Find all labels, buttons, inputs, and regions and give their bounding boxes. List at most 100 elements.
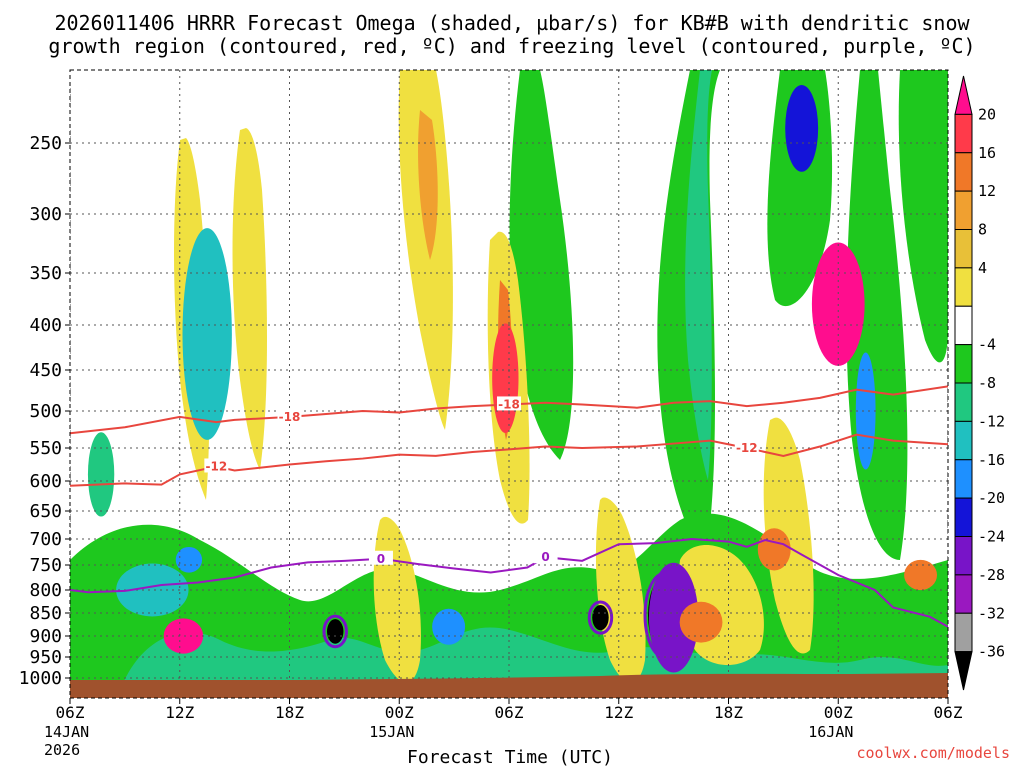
omega-blob-8 [592,604,609,631]
legend-swatch-4 [954,229,973,269]
x-tick-sub2-0: 2026 [44,741,80,759]
contour-label-bg-freezing-level-1 [533,549,558,564]
contour-label-bg-dendritic-lower-0 [204,458,229,473]
y-tick-label-500: 500 [29,401,62,422]
x-tick-label-6: 12Z [165,703,194,722]
contour-label-bg-freezing-level-0 [368,550,393,565]
contour-label-bg-dendritic-upper-0 [277,408,302,423]
omega-blob-2 [182,228,232,440]
x-tick-label-30: 12Z [604,703,633,722]
omega-blob-11 [679,601,723,643]
legend-label-7: -12 [978,412,1005,430]
legend-label-4: 4 [978,259,987,277]
contour-label-dendritic-lower-1: -12 [736,441,758,455]
legend-label-6: -8 [978,374,996,392]
omega-column-yellow-7 [595,497,646,683]
y-tick-label-450: 450 [29,360,62,381]
contour-label-freezing-level-0: 0 [377,552,385,566]
y-tick-label-900: 900 [29,626,62,647]
legend-label-13: -36 [978,643,1005,661]
contour-label-dendritic-upper-0: -18 [279,410,301,424]
legend-swatch-15 [954,651,973,691]
legend-swatch-8 [954,382,973,422]
grid-lines [70,70,948,698]
plot-area: -18 -18 -12 -12 0 0 [70,70,948,698]
x-tick-label-48: 06Z [934,703,963,722]
legend-label-5: -4 [978,336,996,354]
omega-blob-17 [492,323,519,434]
omega-blob-4 [163,618,204,654]
y-tick-label-1000: 1000 [19,668,62,689]
legend-swatch-7 [954,344,973,384]
legend-swatch-5 [954,267,973,307]
chart-title-line2: growth region (contoured, red, ºC) and f… [48,34,975,58]
y-tick-label-700: 700 [29,529,62,550]
omega-column-yellow-2 [232,128,267,470]
omega-blob-outline-8 [587,600,614,635]
pressure-axis: 2503003504004505005506006507007508008509… [19,133,70,689]
omega-blob-15 [757,528,791,571]
omega-blobs [87,84,938,673]
contour-label-dendritic-upper-1: -18 [498,397,520,411]
y-tick-label-950: 950 [29,647,62,668]
x-tick-sub1-0: 14JAN [44,723,89,741]
omega-column-yellow-5 [763,417,814,654]
omega-column-yellow-1 [398,70,453,430]
x-tick-sub1-42: 16JAN [808,723,853,741]
y-tick-label-400: 400 [29,315,62,336]
x-tick-label-36: 18Z [714,703,743,722]
omega-blob-3 [116,563,189,617]
omega-blob-5 [175,546,203,573]
y-tick-label-750: 750 [29,555,62,576]
plot-frame [69,69,949,699]
legend-label-2: 12 [978,182,996,200]
terrain-ground [70,673,948,698]
legend-swatch-6 [954,305,973,346]
omega-column-teal-2 [685,70,712,480]
legend-label-11: -28 [978,566,1005,584]
omega-column-orange-1 [418,110,438,260]
omega-blob-7 [432,608,466,645]
legend-swatch-0 [954,75,973,115]
legend-swatch-13 [954,574,973,614]
omega-blob-outline-6 [322,614,348,649]
contour-lines: -18 -18 -12 -12 0 0 [70,385,948,628]
legend-swatch-2 [954,152,973,192]
omega-blob-0 [87,432,115,517]
y-tick-label-250: 250 [29,133,62,154]
legend-swatch-3 [954,190,973,230]
legend-swatch-1 [954,113,973,154]
y-tick-label-800: 800 [29,580,62,601]
x-tick-label-12: 18Z [275,703,304,722]
omega-blob-13 [785,84,819,172]
x-tick-label-24: 06Z [495,703,524,722]
y-tick-label-850: 850 [29,603,62,624]
legend-label-0: 20 [978,105,996,123]
credit-text: coolwx.com/models [856,744,1010,762]
legend-label-9: -20 [978,489,1005,507]
x-tick-label-0: 06Z [56,703,85,722]
legend-swatch-10 [954,459,973,499]
legend-swatch-12 [954,536,973,576]
contour-label-bg-dendritic-upper-1 [497,396,521,411]
contour-label-bg-dendritic-lower-1 [734,440,759,454]
legend-label-8: -16 [978,451,1005,469]
legend-label-3: 8 [978,221,987,239]
legend-label-1: 16 [978,144,996,162]
contour-label-freezing-level-1: 0 [541,550,549,564]
legend-label-10: -24 [978,528,1005,546]
chart-title-line1: 2026011406 HRRR Forecast Omega (shaded, … [54,11,970,35]
y-tick-label-650: 650 [29,501,62,522]
legend-swatch-11 [954,497,973,537]
legend-label-12: -32 [978,604,1005,622]
legend-swatch-9 [954,420,973,461]
x-tick-sub1-18: 15JAN [369,723,414,741]
colorbar-legend: 20 16 12 8 4 -4 -8 -12 -16 -20 -24 -28 -32 -36 [954,75,1005,691]
x-tick-label-42: 00Z [824,703,853,722]
omega-blob-14 [855,352,876,470]
omega-blob-10 [648,562,699,673]
y-tick-label-600: 600 [29,471,62,492]
y-tick-label-550: 550 [29,438,62,459]
